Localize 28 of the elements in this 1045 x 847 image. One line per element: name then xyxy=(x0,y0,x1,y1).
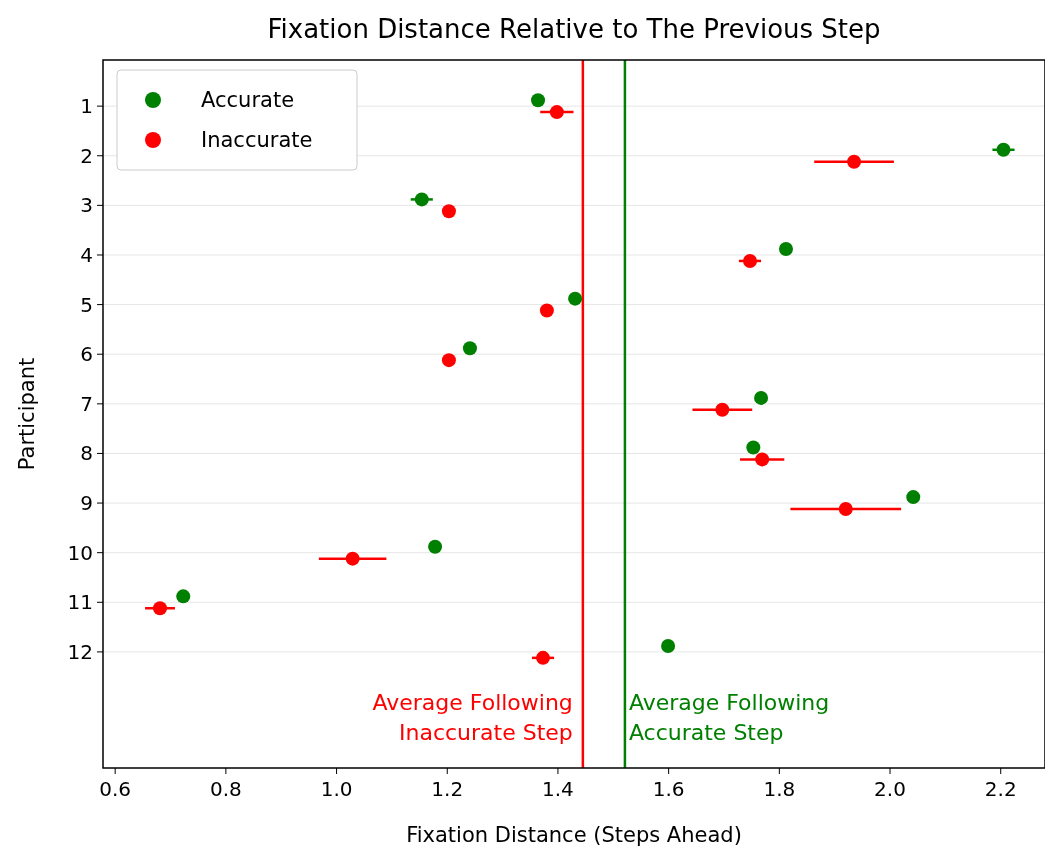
x-tick-label: 0.8 xyxy=(209,777,242,801)
legend-label: Accurate xyxy=(201,88,295,112)
chart-title: Fixation Distance Relative to The Previous Step xyxy=(267,14,881,44)
x-tick-label: 1.8 xyxy=(763,777,796,801)
y-tick-label: 12 xyxy=(67,639,93,664)
ref-line-label: Average Following Accurate Step xyxy=(628,690,830,745)
y-tick-label: 4 xyxy=(80,242,93,267)
x-tick-label: 1.4 xyxy=(542,777,574,801)
legend-label: Inaccurate xyxy=(201,128,313,152)
y-tick-label: 7 xyxy=(80,391,93,416)
y-tick-label: 2 xyxy=(80,143,93,168)
y-tick-label: 6 xyxy=(80,342,93,367)
x-tick-label: 0.6 xyxy=(99,777,132,801)
y-tick-label: 8 xyxy=(80,441,93,466)
x-tick-label: 1.6 xyxy=(652,777,685,801)
ref-line-label: Average Following Inaccurate Step xyxy=(372,690,573,745)
y-tick-label: 11 xyxy=(67,590,93,615)
x-tick-label: 1.0 xyxy=(320,777,353,801)
x-tick-label: 2.2 xyxy=(984,777,1017,801)
x-axis-title: Fixation Distance (Steps Ahead) xyxy=(406,823,742,847)
y-tick-label: 10 xyxy=(67,540,93,565)
y-tick-label: 3 xyxy=(80,193,93,218)
y-axis-title: Participant xyxy=(15,357,39,471)
x-tick-label: 2.0 xyxy=(874,777,906,801)
y-tick-label: 5 xyxy=(80,292,93,317)
x-tick-label: 1.2 xyxy=(431,777,464,801)
y-tick-label: 1 xyxy=(80,94,93,119)
y-tick-label: 9 xyxy=(80,491,93,516)
